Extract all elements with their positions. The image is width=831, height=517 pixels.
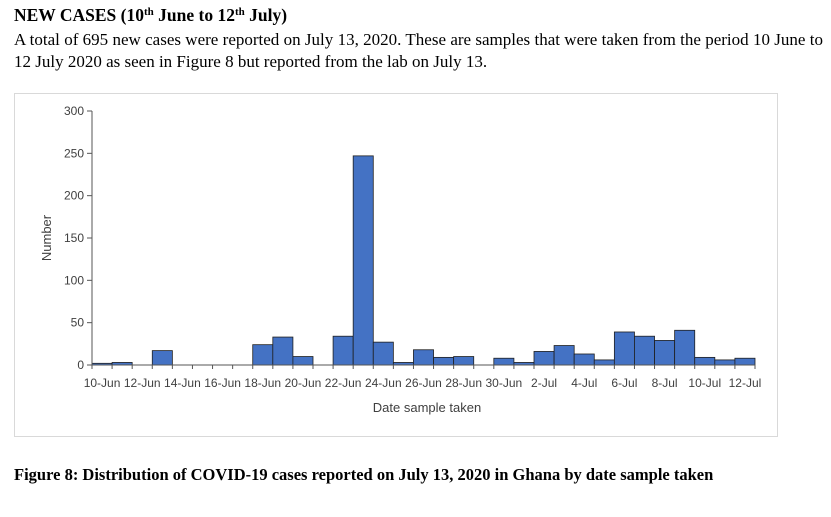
- bar-3-Jul: [553, 345, 575, 366]
- bar-9-Jul: [674, 329, 696, 366]
- bar-28-Jun: [453, 356, 475, 366]
- x-tick-label: 24-Jun: [365, 376, 402, 390]
- bar-13-Jun: [151, 350, 173, 366]
- y-tick-label: 300: [64, 104, 84, 118]
- bar-19-Jun: [272, 336, 294, 366]
- bars-group: [91, 155, 756, 366]
- x-tick-label: 4-Jul: [571, 376, 597, 390]
- tick-labels-group: 0 50 100 150 200 250 300 10-Jun 12-Jun 14-Jun 16-J…: [64, 104, 761, 390]
- x-tick-label: 16-Jun: [204, 376, 241, 390]
- y-tick-label: 250: [64, 146, 84, 160]
- y-tick-label: 200: [64, 189, 84, 203]
- x-tick-label: 18-Jun: [244, 376, 281, 390]
- figure-caption: Figure 8: Distribution of COVID-19 cases…: [14, 465, 714, 484]
- bar-7-Jul: [634, 335, 655, 366]
- intro-paragraph: A total of 695 new cases were reported o…: [14, 30, 823, 71]
- bar-27-Jun: [433, 356, 455, 366]
- bar-5-Jul: [593, 359, 615, 366]
- bar-12-Jul: [734, 357, 756, 366]
- bar-22-Jun: [332, 335, 354, 366]
- bar-chart: 0 50 100 150 200 250 300 10-Jun 12-Jun 14-Jun 16-J…: [39, 104, 761, 415]
- bar-4-Jul: [573, 353, 595, 366]
- bar-30-Jun: [493, 357, 515, 366]
- bar-11-Jul: [714, 359, 736, 366]
- bar-24-Jun: [372, 341, 394, 366]
- x-tick-label: 28-Jun: [445, 376, 482, 390]
- bar-8-Jul: [654, 340, 676, 366]
- bar-26-Jun: [413, 349, 434, 366]
- bar-6-Jul: [613, 331, 635, 366]
- x-tick-label: 30-Jun: [486, 376, 523, 390]
- bar-18-Jun: [252, 344, 274, 366]
- y-tick-label: 50: [71, 316, 85, 330]
- axes-group: [87, 110, 756, 369]
- x-axis-title: Date sample taken: [373, 400, 481, 415]
- x-tick-label: 12-Jun: [124, 376, 161, 390]
- chart-frame: 0 50 100 150 200 250 300 10-Jun 12-Jun 14-Jun 16-J…: [14, 93, 778, 437]
- y-tick-label: 150: [64, 231, 84, 245]
- y-axis-title: Number: [39, 214, 54, 261]
- y-tick-label: 100: [64, 273, 84, 287]
- bar-23-Jun: [352, 155, 374, 366]
- x-tick-label: 10-Jul: [688, 376, 721, 390]
- bar-20-Jun: [292, 356, 314, 366]
- x-tick-label: 20-Jun: [285, 376, 322, 390]
- bar-2-Jul: [533, 351, 555, 366]
- x-tick-label: 14-Jun: [164, 376, 201, 390]
- x-tick-label: 22-Jun: [325, 376, 362, 390]
- y-tick-label: 0: [77, 358, 84, 372]
- x-tick-label: 6-Jul: [611, 376, 637, 390]
- x-tick-label: 8-Jul: [652, 376, 678, 390]
- x-tick-label: 12-Jul: [729, 376, 762, 390]
- x-tick-label: 10-Jun: [84, 376, 121, 390]
- section-heading: NEW CASES (10th June to 12th July): [14, 5, 288, 25]
- x-tick-label: 2-Jul: [531, 376, 557, 390]
- x-tick-label: 26-Jun: [405, 376, 442, 390]
- bar-10-Jul: [694, 356, 716, 366]
